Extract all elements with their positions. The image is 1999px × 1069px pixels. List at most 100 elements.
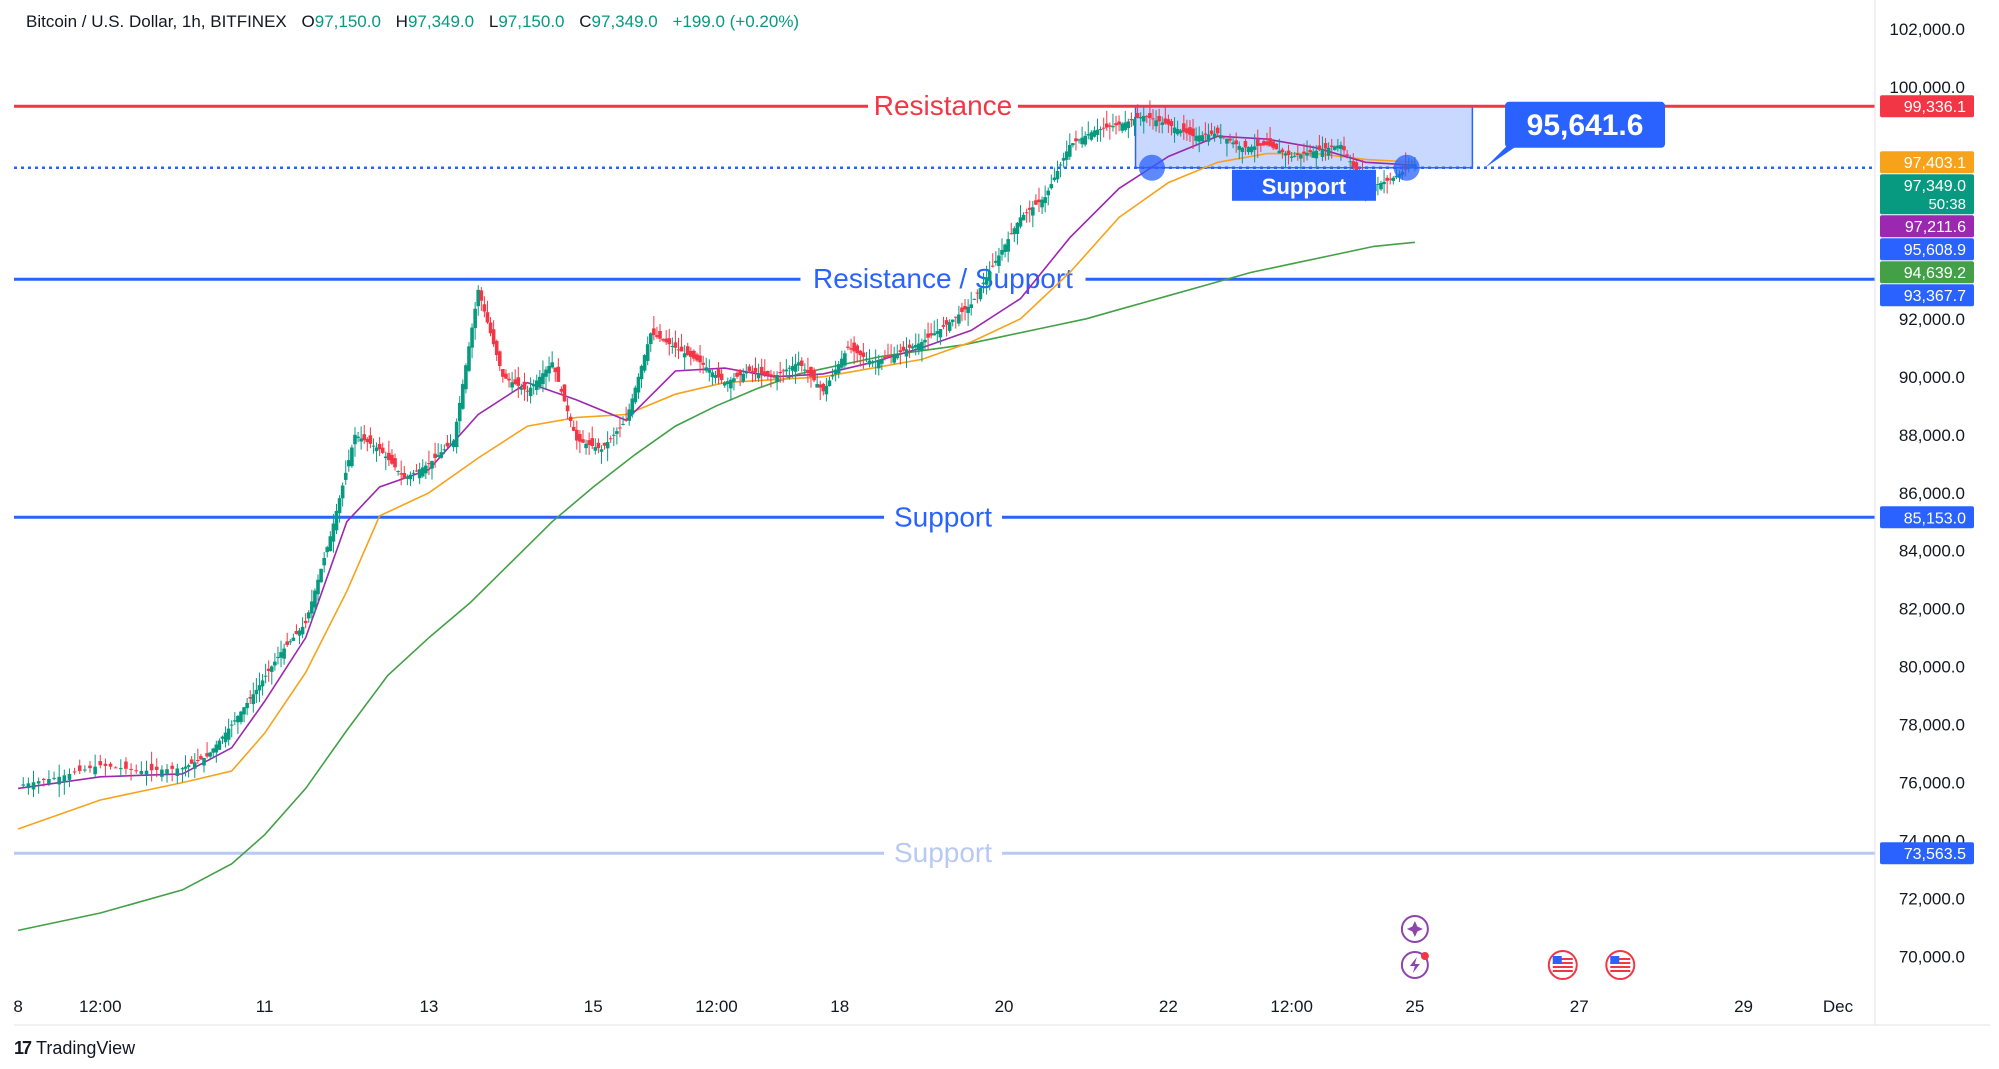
candle-body bbox=[248, 697, 253, 699]
level-label: Support bbox=[894, 837, 992, 868]
candle-body bbox=[1132, 119, 1137, 126]
candle-body bbox=[1086, 134, 1091, 136]
candle-body bbox=[1320, 149, 1325, 157]
candle-body bbox=[340, 485, 345, 499]
candle-body bbox=[175, 768, 180, 776]
candle-body bbox=[917, 343, 921, 351]
candle-body bbox=[236, 715, 240, 723]
candle-body bbox=[220, 736, 225, 739]
candle-body bbox=[981, 282, 986, 285]
candle-body bbox=[1332, 146, 1337, 150]
candle-body bbox=[1104, 123, 1109, 128]
candle-body bbox=[439, 452, 444, 458]
candle-body bbox=[1191, 128, 1195, 137]
lightning-icon[interactable] bbox=[1400, 951, 1429, 979]
candle-body bbox=[208, 752, 212, 757]
tradingview-brand: TradingView bbox=[36, 1038, 136, 1058]
x-tick-label: 12:00 bbox=[79, 997, 122, 1016]
candle-body bbox=[254, 689, 259, 695]
candle-body bbox=[144, 770, 149, 775]
candle-body bbox=[633, 387, 638, 403]
candle-body bbox=[1326, 147, 1331, 156]
candle-body bbox=[316, 579, 320, 595]
candle-body bbox=[359, 438, 363, 442]
candle-body bbox=[1234, 140, 1238, 145]
price-tag-text: 97,211.6 bbox=[1905, 219, 1966, 236]
candle-body bbox=[685, 346, 690, 356]
candle-body bbox=[1203, 133, 1208, 135]
candle-body bbox=[929, 333, 933, 336]
candle-body bbox=[134, 770, 139, 772]
candle-body bbox=[408, 474, 413, 480]
candle-body bbox=[593, 447, 598, 451]
candle-body bbox=[229, 724, 234, 726]
sparkle-icon[interactable] bbox=[1400, 915, 1429, 943]
candle-body bbox=[1336, 145, 1340, 149]
candle-body bbox=[1024, 212, 1029, 214]
candle-body bbox=[334, 510, 339, 531]
candle-body bbox=[590, 438, 595, 447]
level-label: Resistance / Support bbox=[813, 263, 1073, 294]
candle-body bbox=[513, 379, 517, 385]
candle-body bbox=[864, 358, 869, 360]
candle-body bbox=[1305, 152, 1309, 156]
candle-body bbox=[1382, 181, 1386, 185]
candle-body bbox=[1117, 121, 1121, 125]
candle-body bbox=[719, 373, 724, 381]
y-tick-label: 70,000.0 bbox=[1899, 948, 1965, 967]
callout-value: 95,641.6 bbox=[1527, 109, 1644, 142]
candle-body bbox=[183, 766, 188, 769]
price-tag bbox=[1880, 174, 1974, 215]
candle-body bbox=[482, 304, 487, 312]
candle-body bbox=[211, 748, 216, 753]
candle-body bbox=[451, 440, 456, 448]
change-value: +199.0 (+0.20%) bbox=[672, 12, 800, 31]
ema-long-line bbox=[17, 241, 1415, 932]
candle-body bbox=[1206, 134, 1211, 142]
candle-body bbox=[636, 376, 641, 393]
candle-body bbox=[621, 423, 625, 425]
candle-body bbox=[1391, 177, 1396, 181]
candle-body bbox=[806, 370, 810, 374]
candle-body bbox=[202, 757, 206, 766]
tradingview-logo[interactable]: 17 TradingView bbox=[14, 1038, 135, 1059]
candle-body bbox=[192, 762, 197, 769]
candle-body bbox=[1101, 127, 1106, 129]
candle-body bbox=[1265, 141, 1269, 145]
candle-body bbox=[836, 364, 841, 374]
annotations: Support 95,641.6 bbox=[1138, 101, 1666, 201]
candle-body bbox=[889, 355, 893, 357]
candle-body bbox=[630, 398, 635, 415]
candle-body bbox=[1342, 146, 1346, 151]
candle-body bbox=[242, 707, 246, 715]
candle-body bbox=[331, 523, 336, 542]
price-series bbox=[21, 100, 1417, 798]
y-tick-label: 82,000.0 bbox=[1899, 600, 1965, 619]
y-tick-label: 88,000.0 bbox=[1899, 426, 1965, 445]
candle-body bbox=[93, 766, 97, 775]
candle-body bbox=[83, 769, 87, 771]
candle-body bbox=[652, 328, 656, 336]
chart-header: Bitcoin / U.S. Dollar, 1h, BITFINEX O97,… bbox=[26, 12, 799, 32]
candle-body bbox=[1222, 136, 1226, 138]
candle-body bbox=[735, 372, 739, 377]
us-flag-icon[interactable] bbox=[1547, 950, 1578, 980]
candle-body bbox=[738, 369, 742, 376]
candle-body bbox=[129, 768, 133, 770]
price-tag bbox=[1880, 284, 1974, 307]
candle-body bbox=[170, 765, 174, 769]
candle-body bbox=[1061, 157, 1066, 161]
candle-body bbox=[494, 340, 499, 356]
candle-body bbox=[390, 454, 394, 464]
candle-body bbox=[602, 442, 607, 446]
candle-body bbox=[796, 362, 801, 366]
candle-body bbox=[1218, 135, 1223, 139]
price-tag-text: 85,153.0 bbox=[1904, 510, 1966, 527]
candle-body bbox=[1299, 154, 1303, 159]
price-tag-text: 95,608.9 bbox=[1904, 242, 1966, 259]
candle-body bbox=[581, 439, 585, 443]
candle-body bbox=[772, 375, 776, 377]
candle-body bbox=[1188, 127, 1192, 135]
us-flag-icon[interactable] bbox=[1605, 950, 1636, 980]
